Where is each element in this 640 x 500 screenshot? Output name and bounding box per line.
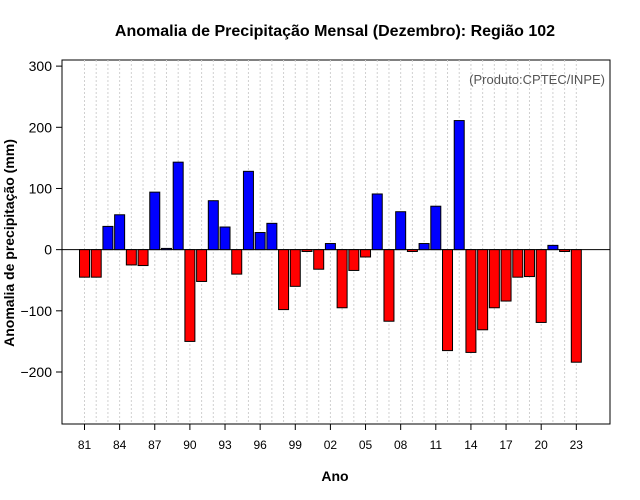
bar-2019 xyxy=(523,249,535,278)
bar-1995 xyxy=(242,170,254,251)
bar-1993 xyxy=(219,226,231,251)
bar-2013 xyxy=(453,120,465,251)
bar-2010 xyxy=(418,243,430,251)
x-axis: 81 84 87 90 93 96 99 02 05 08 11 14 17 20 23 xyxy=(78,424,583,452)
y-tick-label: −100 xyxy=(20,303,52,319)
bar-1989 xyxy=(172,161,184,251)
x-tick-label: 23 xyxy=(570,438,584,452)
x-tick-label: 93 xyxy=(218,438,232,452)
x-tick-label: 99 xyxy=(289,438,303,452)
bar-2018 xyxy=(512,249,524,278)
y-axis-label: Anomalia de precipitação (mm) xyxy=(1,139,17,347)
y-axis: −200 −100 0 100 200 300 xyxy=(20,58,62,380)
y-tick-label: −200 xyxy=(20,364,52,380)
bar-2008 xyxy=(395,211,407,251)
bar-1988 xyxy=(160,247,172,251)
bar-2015 xyxy=(477,249,489,331)
bar-2000 xyxy=(301,249,313,252)
bar-2002 xyxy=(324,243,336,251)
bar-1985 xyxy=(125,249,137,266)
bar-1986 xyxy=(137,249,149,267)
bar-2023 xyxy=(570,249,582,363)
chart-title: Anomalia de Precipitação Mensal (Dezembr… xyxy=(115,23,555,40)
x-tick-label: 17 xyxy=(499,438,513,452)
bar-2007 xyxy=(383,249,395,322)
bar-1996 xyxy=(254,232,266,251)
x-tick-label: 81 xyxy=(78,438,92,452)
y-tick-label: 200 xyxy=(29,119,53,135)
bar-2009 xyxy=(406,249,418,252)
x-tick-label: 11 xyxy=(430,438,443,452)
bar-2003 xyxy=(336,249,348,309)
bar-2006 xyxy=(371,193,383,251)
x-tick-label: 90 xyxy=(183,438,197,452)
bar-2014 xyxy=(465,249,477,353)
bars xyxy=(79,120,582,363)
bar-2021 xyxy=(547,244,559,251)
x-tick-label: 84 xyxy=(113,438,127,452)
bar-2004 xyxy=(348,249,360,271)
bar-1990 xyxy=(184,249,196,342)
x-tick-label: 08 xyxy=(394,438,408,452)
bar-2011 xyxy=(430,205,442,251)
bar-1992 xyxy=(207,200,219,251)
x-tick-label: 02 xyxy=(324,438,338,452)
y-tick-label: 0 xyxy=(44,242,52,258)
bar-1991 xyxy=(196,249,208,282)
bar-2005 xyxy=(360,249,372,258)
bar-2012 xyxy=(442,249,454,352)
bar-2020 xyxy=(535,249,547,323)
bar-1984 xyxy=(114,214,126,251)
bar-2001 xyxy=(313,249,325,270)
bar-2017 xyxy=(500,249,512,302)
x-tick-label: 20 xyxy=(535,438,549,452)
plot-frame xyxy=(61,59,611,425)
x-tick-label: 96 xyxy=(253,438,267,452)
source-note: (Produto:CPTEC/INPE) xyxy=(469,72,605,87)
bar-1987 xyxy=(149,191,161,251)
x-axis-label: Ano xyxy=(321,468,348,484)
bar-1997 xyxy=(266,222,278,251)
bar-1983 xyxy=(102,225,114,251)
bar-2022 xyxy=(559,249,571,252)
y-tick-label: 300 xyxy=(29,58,53,74)
bar-1982 xyxy=(90,249,102,278)
bar-2016 xyxy=(488,249,500,309)
bar-1994 xyxy=(231,249,243,275)
bar-1999 xyxy=(289,249,301,287)
x-tick-label: 87 xyxy=(148,438,162,452)
y-tick-label: 100 xyxy=(29,180,53,196)
x-tick-label: 14 xyxy=(464,438,478,452)
bar-1981 xyxy=(79,249,90,278)
x-tick-label: 05 xyxy=(359,438,373,452)
bar-1998 xyxy=(278,249,290,311)
